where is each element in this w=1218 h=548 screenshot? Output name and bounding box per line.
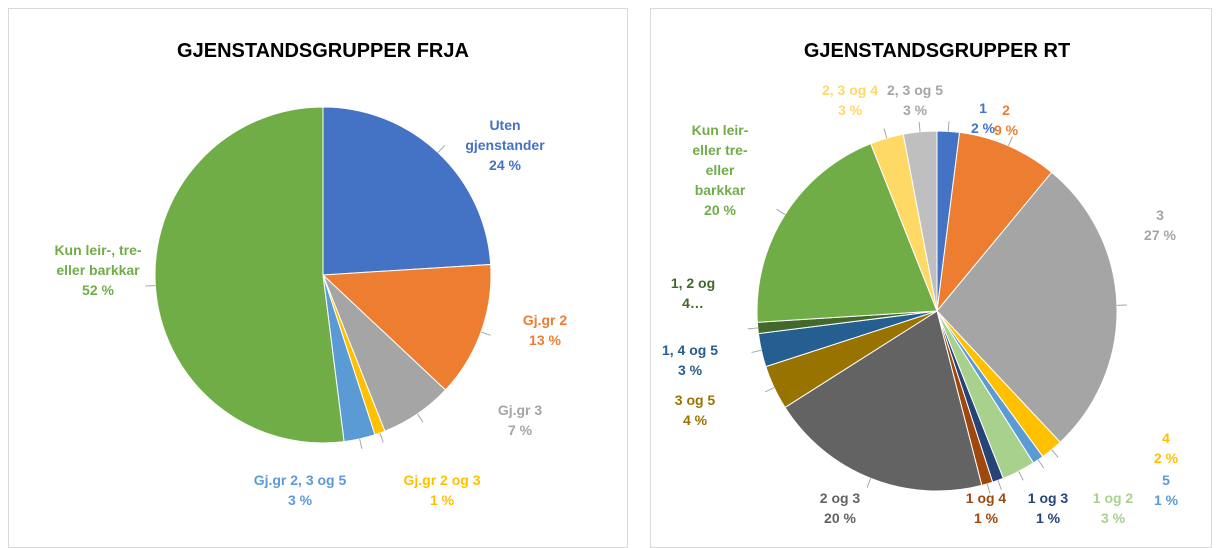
category-label: Gj.gr 2, 3 og 5 [250, 470, 350, 490]
category-label: 1 og 3 [1023, 488, 1073, 508]
category-label: 1, 4 og 5 [655, 340, 725, 360]
leader-line [948, 121, 949, 131]
category-label: Gj.gr 3 [480, 400, 560, 420]
leader-line [1038, 460, 1044, 468]
category-label: 2 [991, 100, 1021, 120]
leader-line [438, 145, 445, 152]
value-label: 1 % [1023, 508, 1073, 528]
value-label: 52 % [53, 280, 143, 300]
value-label: 3 % [815, 100, 885, 120]
category-label: 2 og 3 [810, 488, 870, 508]
category-label: 4 [1151, 428, 1181, 448]
leader-line [145, 286, 155, 287]
category-label: 5 [1151, 470, 1181, 490]
chart-title: GJENSTANDSGRUPPER RT [804, 40, 1070, 63]
value-label: 3 % [880, 100, 950, 120]
value-label: 3 % [1083, 508, 1143, 528]
value-label: 1 % [1151, 490, 1181, 510]
value-label: 3 % [655, 360, 725, 380]
category-label: 1, 2 og 4… [663, 273, 723, 313]
category-label: Uten gjenstander [460, 115, 550, 155]
category-label: 1 og 2 [1083, 488, 1143, 508]
leader-line [380, 433, 383, 442]
value-label: 27 % [1140, 225, 1180, 245]
category-label: 3 [1140, 205, 1180, 225]
category-label: Gj.gr 2 [505, 310, 585, 330]
leader-line [360, 439, 362, 449]
category-label: 2, 3 og 5 [880, 80, 950, 100]
value-label: 4 % [665, 410, 725, 430]
leader-line [777, 209, 785, 214]
data-label: 1, 2 og 4… [663, 273, 723, 313]
leader-line [752, 350, 762, 352]
category-label: 2, 3 og 4 [815, 80, 885, 100]
leader-line [867, 478, 871, 487]
value-label: 2 % [1151, 448, 1181, 468]
leader-line [765, 388, 774, 392]
value-label: 3 % [250, 490, 350, 510]
value-label: 1 % [387, 490, 497, 510]
chart-title: GJENSTANDSGRUPPER FRJA [177, 40, 469, 63]
value-label: 7 % [480, 420, 560, 440]
value-label: 1 % [961, 508, 1011, 528]
leader-line [481, 332, 490, 335]
pie-slice [155, 107, 344, 443]
category-label: Gj.gr 2 og 3 [387, 470, 497, 490]
category-label: Kun leir-, tre- eller barkkar [53, 240, 143, 280]
value-label: 20 % [690, 200, 750, 220]
value-label: 24 % [460, 155, 550, 175]
value-label: 20 % [810, 508, 870, 528]
leader-line [1019, 471, 1024, 480]
value-label: 13 % [505, 330, 585, 350]
category-label: 1 og 4 [961, 488, 1011, 508]
leader-line [884, 129, 887, 139]
leader-line [919, 122, 920, 132]
leader-line [1052, 450, 1058, 458]
category-label: Kun leir- eller tre- eller barkkar [690, 120, 750, 200]
category-label: 3 og 5 [665, 390, 725, 410]
leader-line [417, 414, 423, 422]
leader-line [748, 328, 758, 329]
value-label: 9 % [991, 120, 1021, 140]
